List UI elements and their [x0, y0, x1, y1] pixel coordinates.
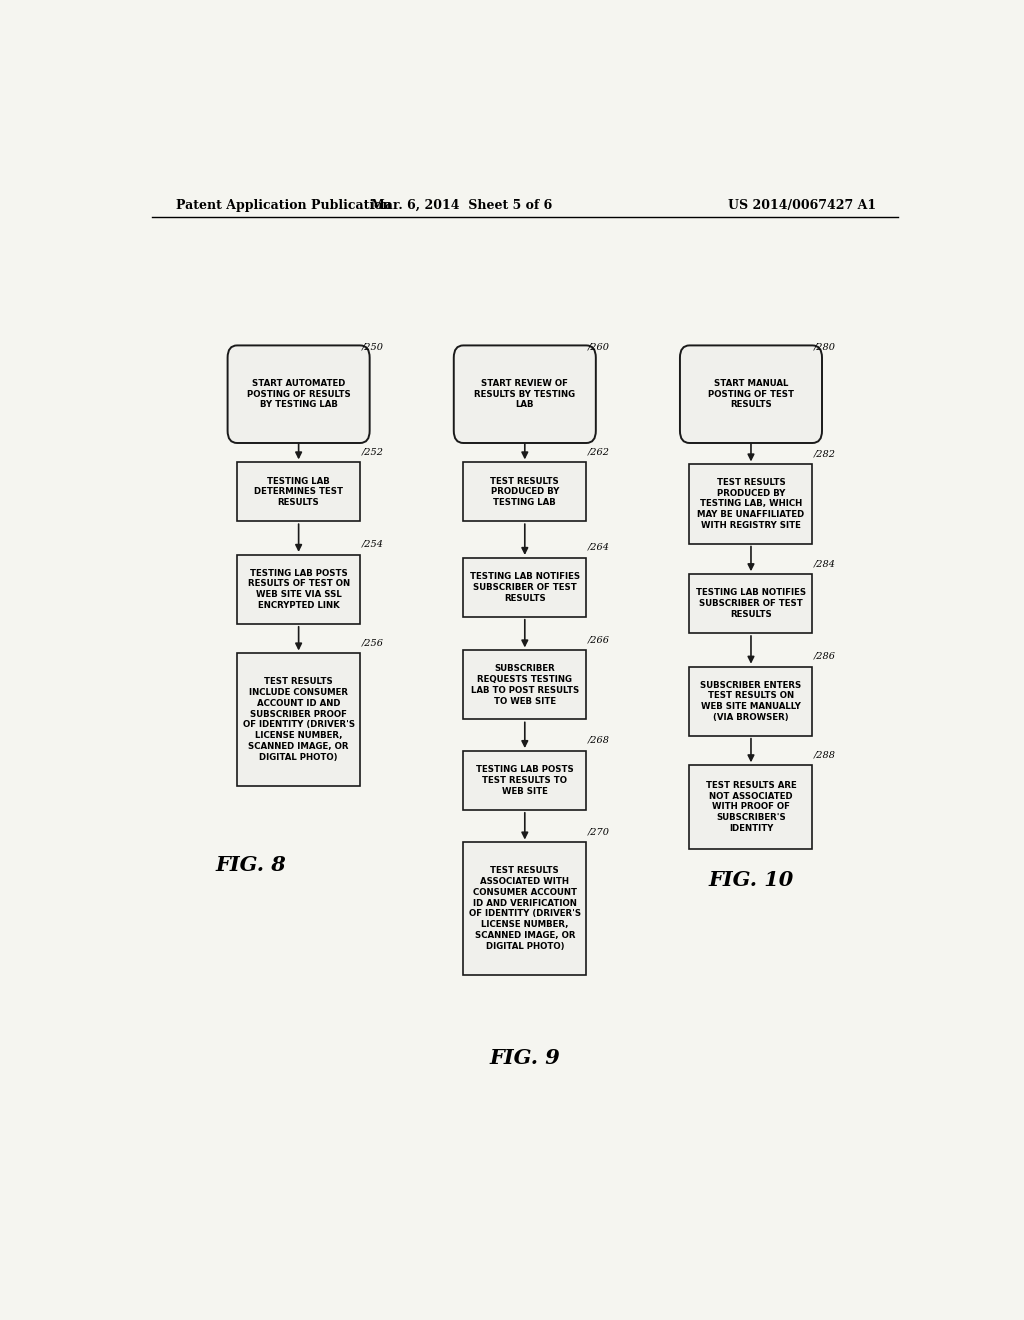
Text: US 2014/0067427 A1: US 2014/0067427 A1 — [728, 198, 877, 211]
Text: START MANUAL
POSTING OF TEST
RESULTS: START MANUAL POSTING OF TEST RESULTS — [708, 379, 794, 409]
Text: /252: /252 — [361, 447, 384, 457]
Text: TEST RESULTS
ASSOCIATED WITH
CONSUMER ACCOUNT
ID AND VERIFICATION
OF IDENTITY (D: TEST RESULTS ASSOCIATED WITH CONSUMER AC… — [469, 866, 581, 950]
Text: TESTING LAB POSTS
TEST RESULTS TO
WEB SITE: TESTING LAB POSTS TEST RESULTS TO WEB SI… — [476, 766, 573, 796]
Bar — [463, 751, 587, 810]
Bar — [463, 842, 587, 974]
FancyBboxPatch shape — [227, 346, 370, 444]
Text: Patent Application Publication: Patent Application Publication — [176, 198, 391, 211]
Text: TESTING LAB POSTS
RESULTS OF TEST ON
WEB SITE VIA SSL
ENCRYPTED LINK: TESTING LAB POSTS RESULTS OF TEST ON WEB… — [248, 569, 349, 610]
Text: TEST RESULTS ARE
NOT ASSOCIATED
WITH PROOF OF
SUBSCRIBER'S
IDENTITY: TEST RESULTS ARE NOT ASSOCIATED WITH PRO… — [706, 781, 797, 833]
FancyBboxPatch shape — [454, 346, 596, 444]
Text: TESTING LAB NOTIFIES
SUBSCRIBER OF TEST
RESULTS: TESTING LAB NOTIFIES SUBSCRIBER OF TEST … — [470, 572, 580, 602]
Text: TESTING LAB NOTIFIES
SUBSCRIBER OF TEST
RESULTS: TESTING LAB NOTIFIES SUBSCRIBER OF TEST … — [696, 589, 806, 619]
Text: /282: /282 — [814, 449, 836, 458]
Text: TEST RESULTS
INCLUDE CONSUMER
ACCOUNT ID AND
SUBSCRIBER PROOF
OF IDENTITY (DRIVE: TEST RESULTS INCLUDE CONSUMER ACCOUNT ID… — [243, 677, 354, 762]
Text: FIG. 10: FIG. 10 — [709, 870, 794, 890]
Text: /268: /268 — [588, 735, 610, 744]
Text: /256: /256 — [361, 639, 384, 647]
Bar — [238, 554, 360, 624]
Text: /264: /264 — [588, 543, 610, 552]
Text: /280: /280 — [814, 342, 836, 351]
Text: /270: /270 — [588, 828, 610, 837]
Text: START REVIEW OF
RESULTS BY TESTING
LAB: START REVIEW OF RESULTS BY TESTING LAB — [474, 379, 575, 409]
Bar — [238, 462, 360, 521]
Bar — [689, 574, 812, 634]
Text: Mar. 6, 2014  Sheet 5 of 6: Mar. 6, 2014 Sheet 5 of 6 — [371, 198, 552, 211]
Bar — [463, 651, 587, 719]
Text: TEST RESULTS
PRODUCED BY
TESTING LAB: TEST RESULTS PRODUCED BY TESTING LAB — [490, 477, 559, 507]
Text: TESTING LAB
DETERMINES TEST
RESULTS: TESTING LAB DETERMINES TEST RESULTS — [254, 477, 343, 507]
Text: SUBSCRIBER
REQUESTS TESTING
LAB TO POST RESULTS
TO WEB SITE: SUBSCRIBER REQUESTS TESTING LAB TO POST … — [471, 664, 579, 705]
Text: FIG. 9: FIG. 9 — [489, 1048, 560, 1068]
Text: SUBSCRIBER ENTERS
TEST RESULTS ON
WEB SITE MANUALLY
(VIA BROWSER): SUBSCRIBER ENTERS TEST RESULTS ON WEB SI… — [700, 681, 802, 722]
Text: /260: /260 — [588, 342, 610, 351]
Text: /250: /250 — [361, 342, 384, 351]
Text: /266: /266 — [588, 635, 610, 644]
Text: /284: /284 — [814, 558, 836, 568]
Bar — [463, 462, 587, 521]
Bar — [689, 766, 812, 849]
Bar — [463, 558, 587, 616]
Text: TEST RESULTS
PRODUCED BY
TESTING LAB, WHICH
MAY BE UNAFFILIATED
WITH REGISTRY SI: TEST RESULTS PRODUCED BY TESTING LAB, WH… — [697, 478, 805, 529]
Text: /288: /288 — [814, 750, 836, 759]
Bar — [238, 653, 360, 785]
Text: /254: /254 — [361, 540, 384, 549]
Text: START AUTOMATED
POSTING OF RESULTS
BY TESTING LAB: START AUTOMATED POSTING OF RESULTS BY TE… — [247, 379, 350, 409]
FancyBboxPatch shape — [680, 346, 822, 444]
Bar — [689, 667, 812, 735]
Text: /262: /262 — [588, 447, 610, 457]
Text: FIG. 8: FIG. 8 — [216, 855, 287, 875]
Text: /286: /286 — [814, 652, 836, 660]
Bar — [689, 465, 812, 544]
